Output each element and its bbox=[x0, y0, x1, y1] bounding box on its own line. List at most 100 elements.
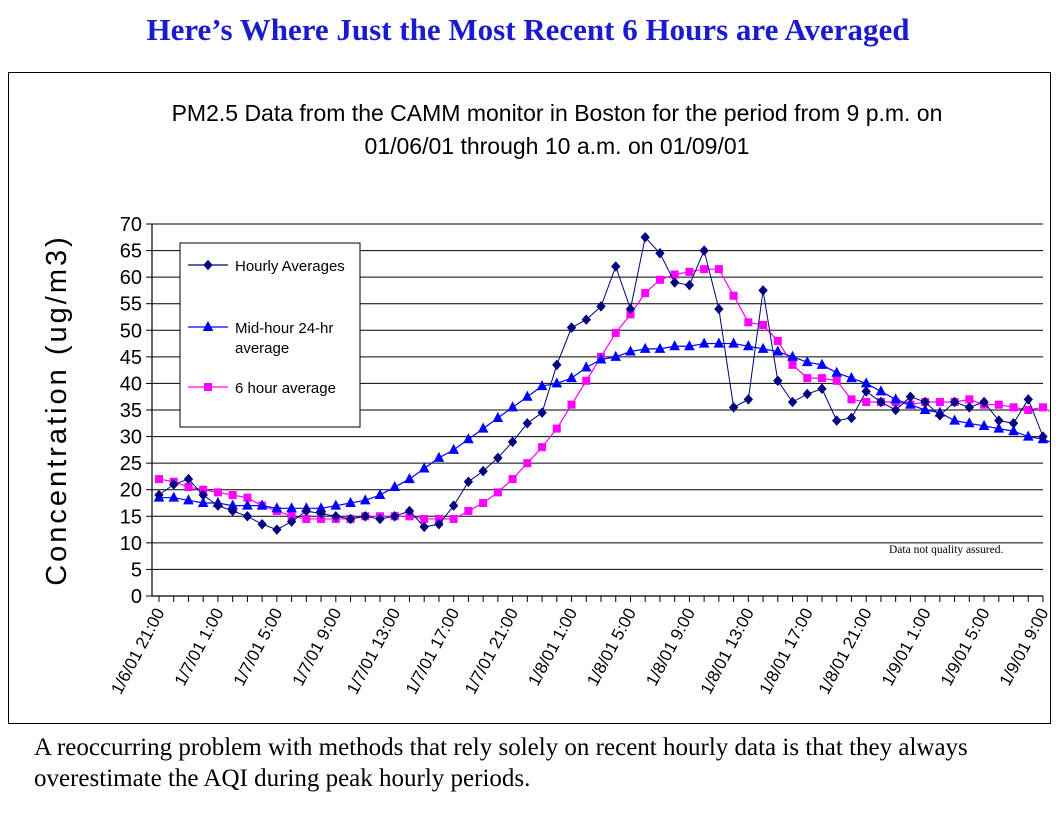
data-point bbox=[875, 385, 887, 396]
data-point bbox=[330, 499, 342, 510]
data-point bbox=[242, 499, 253, 510]
legend-swatch-marker bbox=[202, 320, 214, 331]
data-point bbox=[685, 267, 694, 276]
data-point bbox=[199, 485, 208, 494]
y-tick-label: 45 bbox=[120, 347, 142, 369]
legend: Hourly Averages Mid-hour 24-hr average 6 ho… bbox=[179, 242, 361, 428]
data-point bbox=[714, 303, 724, 315]
data-point bbox=[420, 514, 429, 523]
legend-label: 6 hour average bbox=[235, 380, 336, 397]
data-point bbox=[816, 358, 828, 369]
data-point bbox=[316, 508, 326, 519]
data-point bbox=[1022, 430, 1034, 441]
y-axis: 0 5 10 15 20 25 30 35 40 45 50 55 60 65 70 bbox=[120, 214, 153, 608]
data-point bbox=[772, 345, 784, 356]
data-point bbox=[654, 342, 666, 353]
legend-entry-square: 6 hour average bbox=[188, 380, 336, 397]
data-point bbox=[832, 376, 841, 385]
x-tick-label: 1/9/01 9:00 bbox=[996, 605, 1050, 689]
data-point bbox=[302, 514, 311, 523]
legend-label: Hourly Averages bbox=[235, 258, 345, 275]
data-point bbox=[493, 452, 503, 464]
data-point bbox=[418, 462, 430, 473]
chart-title-line-2: 01/06/01 through 10 a.m. on 01/09/01 bbox=[365, 133, 750, 159]
y-tick-label: 10 bbox=[120, 533, 142, 555]
data-point bbox=[479, 499, 488, 507]
data-point bbox=[773, 336, 782, 345]
data-point bbox=[788, 360, 797, 369]
data-point bbox=[728, 402, 739, 413]
data-point bbox=[551, 377, 563, 388]
data-point bbox=[639, 342, 651, 353]
legend-label: Mid-hour 24-hr average bbox=[235, 320, 333, 357]
x-tick-label: 1/7/01 21:00 bbox=[461, 605, 522, 697]
data-point bbox=[538, 443, 547, 452]
data-point bbox=[169, 479, 179, 490]
data-point bbox=[317, 514, 326, 523]
y-tick-label: 0 bbox=[131, 586, 142, 608]
data-point bbox=[155, 475, 163, 484]
data-point bbox=[684, 340, 695, 351]
data-point bbox=[507, 436, 518, 448]
y-tick-label: 30 bbox=[120, 427, 142, 449]
data-point bbox=[905, 398, 916, 409]
data-point bbox=[890, 393, 901, 404]
quality-annotation: Data not quality assured. bbox=[889, 544, 1003, 556]
x-axis: 1/6/01 21:00 1/7/01 1:00 1/7/01 5:00 1/7/01… bbox=[107, 595, 1050, 697]
data-point bbox=[743, 394, 754, 405]
data-point bbox=[743, 340, 754, 351]
x-tick-label: 1/7/01 5:00 bbox=[230, 605, 287, 689]
data-point bbox=[507, 401, 518, 412]
chart-title-line-1: PM2.5 Data from the CAMM monitor in Bost… bbox=[172, 100, 943, 126]
data-point bbox=[965, 395, 974, 404]
y-tick-label: 70 bbox=[120, 214, 142, 236]
data-point bbox=[831, 366, 843, 377]
data-point bbox=[876, 396, 886, 408]
data-point bbox=[655, 275, 664, 284]
data-point bbox=[508, 475, 517, 484]
data-point bbox=[537, 407, 547, 418]
x-tick-label: 1/8/01 17:00 bbox=[756, 605, 817, 697]
legend-swatch-marker bbox=[204, 383, 212, 391]
x-tick-label: 1/8/01 1:00 bbox=[524, 605, 581, 689]
data-point bbox=[434, 514, 443, 523]
data-point bbox=[700, 265, 709, 274]
data-point bbox=[713, 337, 725, 348]
data-point bbox=[464, 506, 473, 515]
data-point bbox=[684, 279, 695, 291]
data-point bbox=[184, 483, 193, 492]
data-point bbox=[449, 514, 458, 523]
data-point bbox=[582, 376, 591, 385]
data-point bbox=[714, 265, 723, 274]
slide-title: Here’s Where Just the Most Recent 6 Hour… bbox=[146, 12, 910, 47]
data-point bbox=[993, 422, 1005, 433]
data-point bbox=[729, 291, 738, 300]
data-point bbox=[478, 465, 488, 477]
data-point bbox=[935, 398, 944, 407]
data-point bbox=[183, 494, 194, 505]
data-point bbox=[861, 386, 871, 397]
y-tick-label: 15 bbox=[120, 506, 142, 528]
data-point bbox=[198, 489, 208, 501]
data-point bbox=[1009, 403, 1018, 412]
data-point bbox=[669, 277, 680, 288]
data-point bbox=[847, 395, 856, 404]
data-point bbox=[243, 493, 252, 502]
y-tick-label: 55 bbox=[120, 294, 142, 316]
data-point bbox=[964, 402, 975, 413]
series-group bbox=[153, 232, 1050, 535]
y-tick-label: 20 bbox=[120, 480, 142, 502]
data-point bbox=[256, 499, 268, 510]
data-point bbox=[183, 473, 194, 485]
data-point bbox=[272, 524, 282, 535]
data-point bbox=[759, 320, 768, 329]
data-point bbox=[818, 374, 826, 383]
data-point bbox=[213, 500, 223, 511]
data-point bbox=[287, 512, 296, 521]
data-point bbox=[360, 511, 370, 522]
data-point bbox=[448, 443, 459, 454]
x-tick-label: 1/6/01 21:00 bbox=[107, 605, 168, 697]
data-point bbox=[1008, 418, 1019, 429]
data-point bbox=[197, 496, 209, 507]
data-point bbox=[493, 488, 502, 497]
